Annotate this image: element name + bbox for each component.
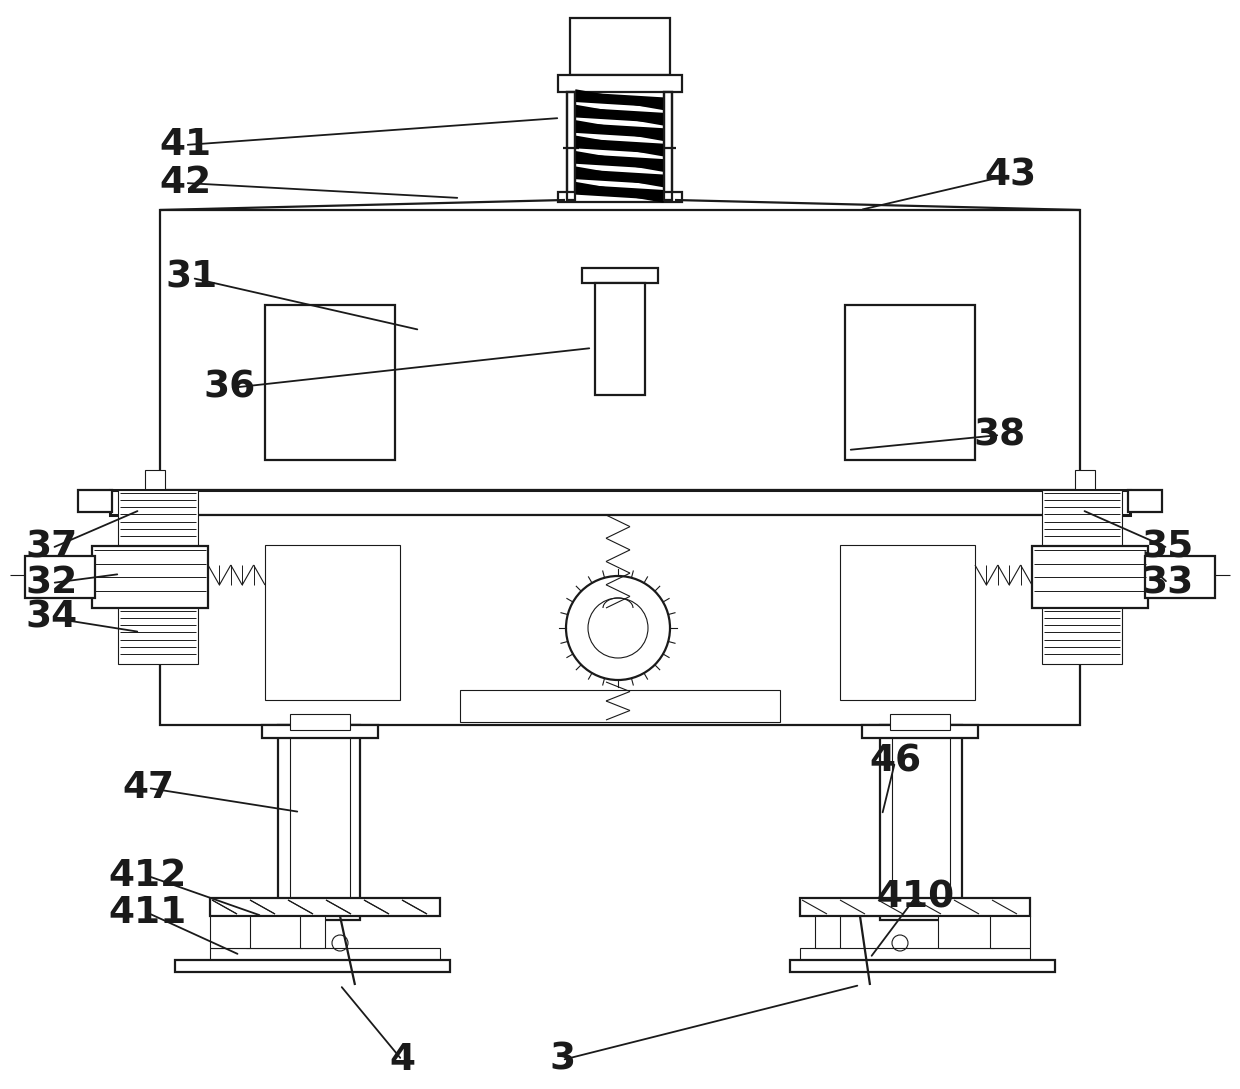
Bar	[1032, 546, 1148, 608]
Bar	[1128, 490, 1162, 512]
Bar	[990, 916, 1030, 949]
Text: 4: 4	[389, 1042, 415, 1078]
Bar	[78, 490, 112, 512]
Bar	[790, 960, 1055, 972]
Bar	[1042, 608, 1122, 664]
Text: 33: 33	[1142, 565, 1194, 601]
Polygon shape	[575, 108, 663, 123]
Bar	[663, 91, 672, 200]
Bar	[800, 898, 1030, 916]
Polygon shape	[575, 154, 663, 169]
Bar	[1042, 490, 1122, 546]
Bar	[290, 735, 350, 900]
Bar	[1145, 556, 1215, 598]
Bar	[815, 916, 839, 949]
Text: 46: 46	[869, 744, 921, 780]
Polygon shape	[575, 91, 663, 108]
Bar	[110, 490, 1130, 515]
Bar	[595, 283, 645, 395]
Text: 31: 31	[166, 260, 218, 296]
Text: 35: 35	[1142, 530, 1194, 566]
Bar	[290, 714, 350, 730]
Text: 3: 3	[549, 1042, 575, 1078]
Bar	[558, 75, 682, 91]
Bar	[570, 19, 670, 75]
Bar	[175, 960, 450, 972]
Text: 32: 32	[26, 565, 78, 601]
Bar	[118, 490, 198, 546]
Bar	[567, 91, 575, 200]
Text: 412: 412	[109, 858, 187, 894]
Text: 34: 34	[26, 600, 78, 636]
Bar	[862, 725, 978, 738]
Bar	[892, 735, 950, 900]
Bar	[839, 544, 975, 700]
Bar	[265, 305, 396, 460]
Text: 411: 411	[109, 895, 187, 931]
Bar	[880, 725, 962, 920]
Bar	[567, 91, 575, 200]
Bar	[160, 515, 1080, 725]
Bar	[278, 725, 360, 920]
Text: 47: 47	[122, 770, 174, 806]
Text: 43: 43	[983, 157, 1037, 193]
Polygon shape	[575, 169, 663, 184]
Bar	[582, 268, 658, 283]
Polygon shape	[575, 138, 663, 154]
Bar	[246, 916, 303, 949]
Bar	[890, 714, 950, 730]
Polygon shape	[575, 184, 663, 200]
Bar	[937, 916, 994, 949]
Text: 36: 36	[203, 370, 257, 406]
Polygon shape	[575, 123, 663, 138]
Bar	[663, 91, 672, 200]
Bar	[844, 305, 975, 460]
Bar	[210, 949, 440, 960]
Bar	[800, 949, 1030, 960]
Bar	[92, 546, 208, 608]
Text: 37: 37	[26, 530, 78, 566]
Bar	[300, 916, 325, 949]
Bar	[118, 608, 198, 664]
Bar	[160, 210, 1080, 490]
Bar	[265, 544, 401, 700]
Bar	[210, 898, 440, 916]
Bar	[262, 725, 378, 738]
Bar	[460, 690, 780, 722]
Bar	[210, 916, 250, 949]
Text: 42: 42	[159, 166, 211, 201]
Bar	[558, 192, 682, 201]
Bar	[1075, 470, 1095, 500]
Bar	[145, 470, 165, 500]
Text: 410: 410	[875, 880, 954, 916]
Text: 41: 41	[159, 127, 211, 163]
Text: 38: 38	[973, 417, 1027, 453]
Bar	[25, 556, 95, 598]
